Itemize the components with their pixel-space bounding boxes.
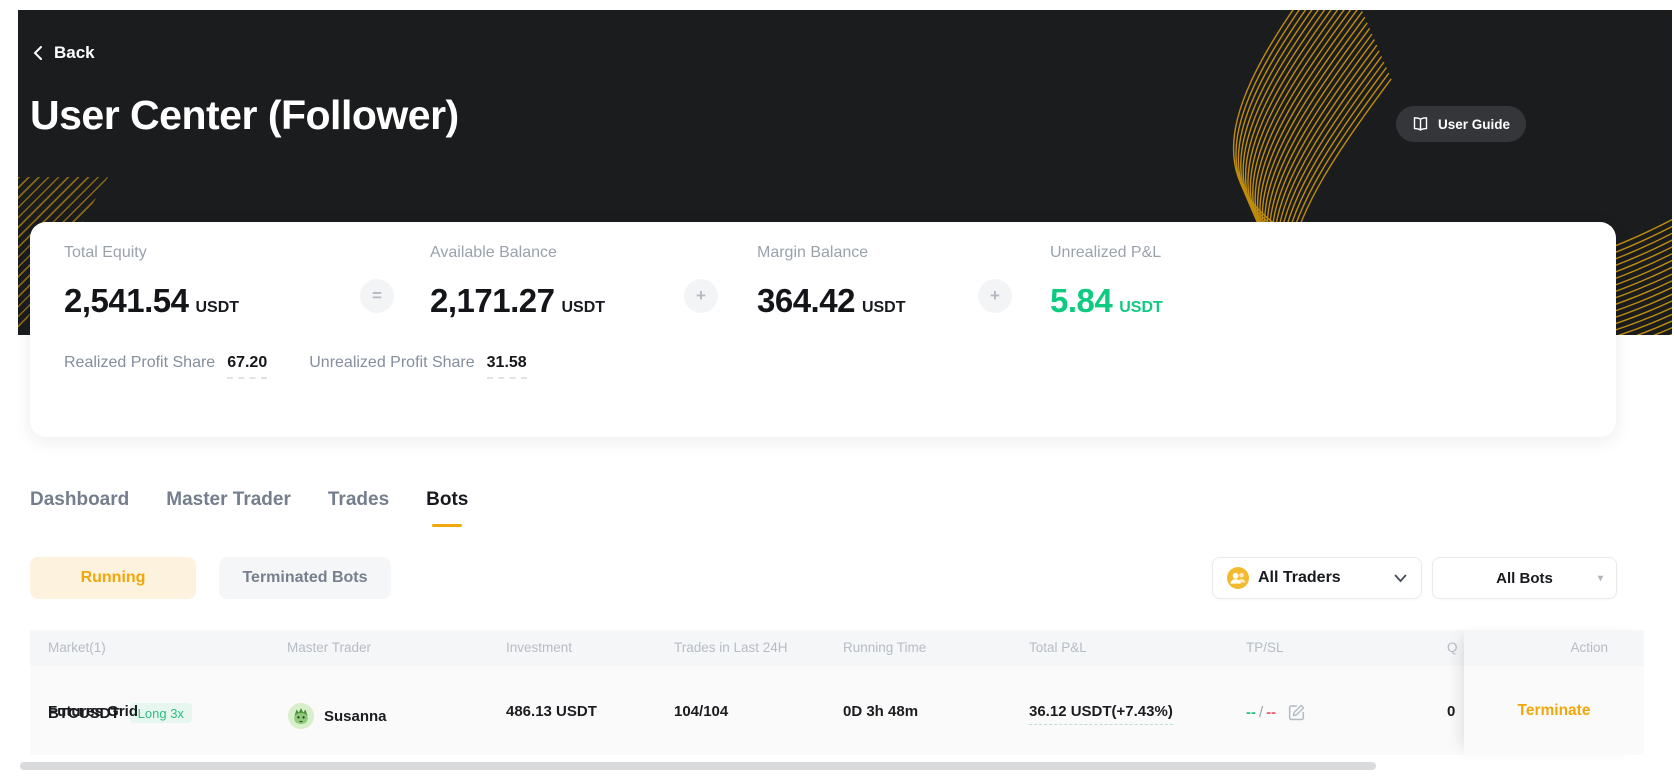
chevron-down-icon: [1394, 574, 1407, 582]
tab-trades[interactable]: Trades: [327, 489, 390, 510]
all-bots-dropdown[interactable]: All Bots ▾: [1432, 557, 1617, 599]
total-pnl-cell[interactable]: 36.12 USDT(+7.43%): [1029, 703, 1173, 725]
profit-share-value[interactable]: 67.20: [227, 354, 268, 379]
master-trader-cell[interactable]: Susanna: [288, 703, 387, 729]
trades-24h-cell: 104/104: [674, 703, 729, 720]
tab-dashboard[interactable]: Dashboard: [30, 489, 130, 510]
unrealized-profit-share: Unrealized Profit Share 31.58: [309, 354, 527, 379]
page-title: User Center (Follower): [30, 92, 459, 138]
tpsl-cell: -- / --: [1246, 703, 1306, 722]
traders-avatar-icon: [1227, 567, 1249, 589]
col-action: Action: [1464, 630, 1644, 666]
caret-down-icon: ▾: [1597, 572, 1603, 584]
stat-value: 364.42: [757, 282, 855, 319]
back-label: Back: [54, 43, 95, 62]
trader-avatar: [288, 703, 314, 729]
stat-value: 5.84: [1050, 282, 1113, 319]
col-running-time: Running Time: [843, 640, 927, 655]
market-cell[interactable]: BTCUSDT Long 3x: [48, 703, 192, 723]
col-total-pnl: Total P&L: [1029, 640, 1087, 655]
edit-icon: [1289, 704, 1305, 721]
terminated-bots-filter-button[interactable]: Terminated Bots: [219, 557, 391, 599]
profit-share-label: Realized Profit Share: [64, 354, 216, 371]
running-time-cell: 0D 3h 48m: [843, 703, 919, 720]
side-leverage-badge: Long 3x: [129, 703, 192, 723]
all-bots-value: All Bots: [1496, 569, 1553, 587]
col-tpsl: TP/SL: [1246, 640, 1284, 655]
stat-available-balance: Available Balance 2,171.27 USDT: [430, 244, 605, 320]
stat-unrealized-pnl: Unrealized P&L 5.84 USDT: [1050, 244, 1163, 320]
user-guide-label: User Guide: [1437, 116, 1510, 132]
plus-icon: +: [684, 279, 718, 313]
stat-label: Margin Balance: [757, 244, 869, 261]
tab-master-trader[interactable]: Master Trader: [166, 489, 291, 510]
all-traders-dropdown[interactable]: All Traders: [1212, 557, 1422, 599]
stat-unit: USDT: [861, 299, 906, 316]
edit-tpsl-button[interactable]: [1287, 703, 1306, 722]
tpsl-separator: /: [1259, 704, 1264, 721]
stat-unit: USDT: [561, 299, 606, 316]
plus-icon: +: [978, 279, 1012, 313]
horizontal-scrollbar[interactable]: [20, 762, 1376, 770]
stat-unit: USDT: [195, 299, 240, 316]
account-summary-card: Total Equity 2,541.54 USDT = Available Ba…: [30, 222, 1616, 437]
stat-label: Unrealized P&L: [1050, 244, 1162, 261]
sl-value: --: [1266, 704, 1277, 721]
book-icon: [1413, 117, 1428, 131]
tab-bots[interactable]: Bots: [426, 489, 469, 510]
bots-table-header: Market(1) Master Trader Investment Trade…: [30, 630, 1644, 666]
profit-share-label: Unrealized Profit Share: [309, 354, 475, 371]
tp-value: --: [1246, 704, 1256, 721]
col-market: Market(1): [48, 640, 106, 655]
col-trades-24h: Trades in Last 24H: [674, 640, 788, 655]
stat-margin-balance: Margin Balance 364.42 USDT: [757, 244, 906, 320]
sticky-action-column: Action Terminate: [1464, 630, 1644, 755]
realized-profit-share: Realized Profit Share 67.20: [64, 354, 268, 379]
user-guide-button[interactable]: User Guide: [1395, 106, 1526, 142]
main-tabs: Dashboard Master Trader Trades Bots: [30, 489, 468, 511]
stat-value: 2,541.54: [64, 282, 189, 319]
market-symbol: BTCUSDT: [48, 705, 120, 722]
profit-share-value[interactable]: 31.58: [486, 354, 527, 379]
stat-total-equity: Total Equity 2,541.54 USDT: [64, 244, 239, 320]
all-traders-value: All Traders: [1258, 569, 1341, 586]
stat-unit: USDT: [1119, 299, 1163, 316]
profit-share-row: Realized Profit Share 67.20 Unrealized P…: [64, 354, 527, 379]
col-investment: Investment: [506, 640, 573, 655]
col-master-trader: Master Trader: [287, 640, 372, 655]
trader-name: Susanna: [324, 707, 387, 725]
strategy-label: Futures Grid: [48, 703, 139, 720]
equals-icon: =: [360, 279, 394, 313]
terminate-button[interactable]: Terminate: [1517, 701, 1591, 719]
running-filter-button[interactable]: Running: [30, 557, 196, 599]
back-button[interactable]: Back: [32, 43, 95, 63]
stat-value: 2,171.27: [430, 282, 555, 319]
table-row: BTCUSDT Long 3x Futures Grid Susanna 486.…: [30, 666, 1644, 755]
col-qty-partial: Q: [1447, 640, 1458, 655]
stat-label: Available Balance: [430, 244, 557, 261]
qty-partial-cell: 0: [1447, 703, 1456, 720]
back-chevron-icon: [33, 46, 42, 60]
action-cell: Terminate: [1464, 666, 1644, 755]
stat-label: Total Equity: [64, 244, 147, 261]
investment-cell: 486.13 USDT: [506, 703, 597, 720]
